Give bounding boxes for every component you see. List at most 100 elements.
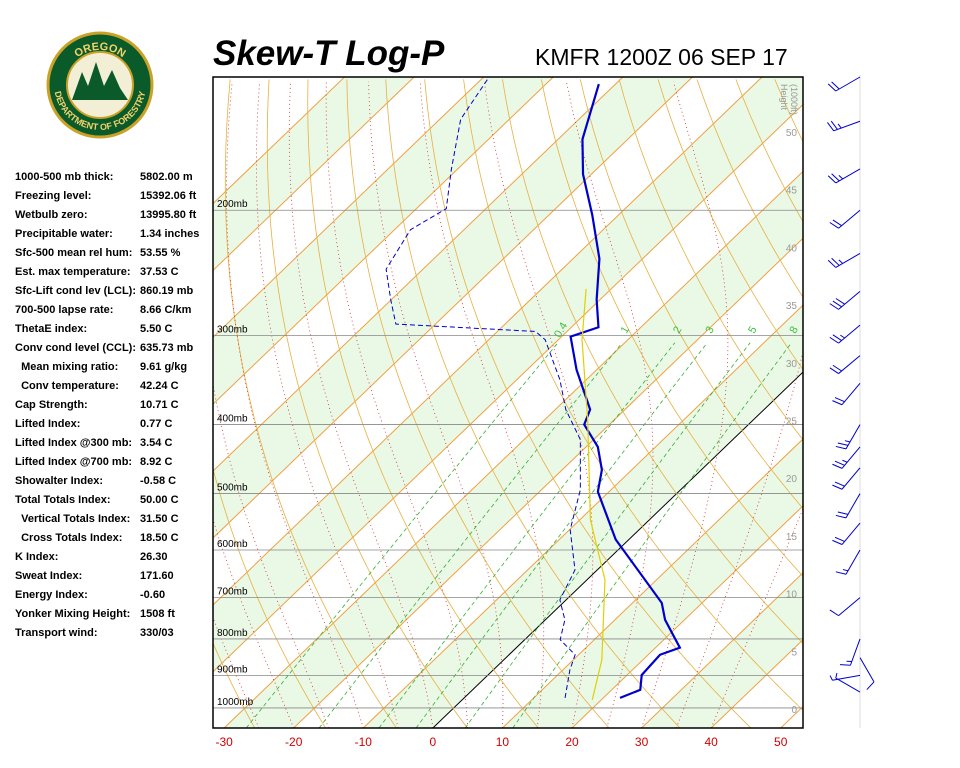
stat-label: Conv cond level (CCL): xyxy=(15,342,136,354)
x-tick-label: 10 xyxy=(496,735,510,749)
isotherm xyxy=(213,77,345,205)
dry-adiabat xyxy=(224,79,397,728)
mixing-ratio-line xyxy=(378,342,676,728)
dry-adiabat xyxy=(385,79,681,728)
height-tick-label: 20 xyxy=(786,474,798,485)
y-tick-label: 700mb xyxy=(217,587,248,598)
stat-label: 700-500 lapse rate: xyxy=(15,304,113,316)
stat-label: 1000-500 mb thick: xyxy=(15,171,113,183)
wind-barb xyxy=(859,657,875,690)
stat-label: Sfc-Lift cond lev (LCL): xyxy=(15,285,136,297)
dry-adiabat xyxy=(307,79,539,728)
wind-barb xyxy=(827,76,861,92)
chart-subtitle: KMFR 1200Z 06 SEP 17 xyxy=(535,44,788,70)
stat-label: Mean mixing ratio: xyxy=(15,361,118,373)
dry-adiabat xyxy=(657,79,803,371)
height-tick-label: 0 xyxy=(791,705,797,716)
profile-line xyxy=(581,288,606,700)
annotations: 1000mb 900mb 800mb 700mb 600mb 500mb 400mb 300m… xyxy=(15,76,875,749)
wind-barb xyxy=(829,290,861,310)
wind-barb xyxy=(827,253,861,268)
stat-label: Lifted Index @700 mb: xyxy=(15,456,132,468)
stat-value: 5.50 C xyxy=(140,323,172,335)
stat-value: 1.34 inches xyxy=(140,228,199,240)
dry-adiabat xyxy=(814,79,960,728)
moist-adiabat xyxy=(288,81,434,728)
logo-trees xyxy=(72,62,128,100)
stat-value: 15392.06 ft xyxy=(140,190,197,202)
dry-adiabat xyxy=(213,642,256,728)
stat-value: 18.50 C xyxy=(140,532,179,544)
stat-value: 53.55 % xyxy=(140,247,181,259)
x-tick-label: 50 xyxy=(774,735,788,749)
height-tick-label: 25 xyxy=(786,417,798,428)
stat-label: Cross Totals Index: xyxy=(15,532,122,544)
stat-value: 13995.80 ft xyxy=(140,209,197,221)
dry-adiabat xyxy=(463,79,803,711)
isotherm xyxy=(432,371,803,728)
height-tick-label: 5 xyxy=(791,647,797,658)
y-tick-label: 1000mb xyxy=(217,697,254,708)
wind-barb xyxy=(832,446,861,469)
wind-barb xyxy=(829,597,861,617)
stat-label: Freezing level: xyxy=(15,190,91,202)
mixing-ratio-label: 8 xyxy=(787,324,800,335)
mixing-ratio-label: 5 xyxy=(746,324,759,335)
height-tick-label: 35 xyxy=(786,301,798,312)
wind-barb xyxy=(829,209,861,229)
stat-label: Energy Index: xyxy=(15,589,88,601)
height-tick-label: 30 xyxy=(786,359,798,370)
moist-adiabat xyxy=(419,81,545,728)
stat-label: K Index: xyxy=(15,551,58,563)
dry-adiabat xyxy=(540,79,803,577)
x-tick-label: 40 xyxy=(704,735,718,749)
stat-label: Est. max temperature: xyxy=(15,266,131,278)
plot-data xyxy=(385,79,682,700)
isotherm-band xyxy=(213,77,803,672)
wind-barb xyxy=(835,493,861,519)
y-tick-label: 900mb xyxy=(217,664,248,675)
stat-value: 0.77 C xyxy=(140,418,172,430)
isotherm xyxy=(213,77,693,539)
stat-value: -0.58 C xyxy=(140,475,176,487)
isotherm xyxy=(293,237,803,728)
isotherm xyxy=(213,77,485,339)
stat-label: Wetbulb zero: xyxy=(15,209,88,221)
stat-value: 26.30 xyxy=(140,551,168,563)
y-tick-label: 800mb xyxy=(217,628,248,639)
moist-adiabat xyxy=(213,381,329,728)
stat-value: 10.71 C xyxy=(140,399,179,411)
y-tick-label: 400mb xyxy=(217,414,248,425)
y-tick-label: 200mb xyxy=(217,199,248,210)
stat-label: Lifted Index: xyxy=(15,418,80,430)
wind-barb xyxy=(835,672,861,693)
stat-value: 37.53 C xyxy=(140,266,179,278)
wind-barb xyxy=(839,638,861,666)
moist-adiabat xyxy=(483,81,594,728)
profile-line xyxy=(569,83,682,699)
y-tick-label: 500mb xyxy=(217,483,248,494)
stat-value: 635.73 mb xyxy=(140,342,193,354)
wind-barb xyxy=(827,168,861,184)
isotherm xyxy=(213,77,554,405)
dry-adiabat xyxy=(853,79,960,728)
height-tick-label: 45 xyxy=(786,186,798,197)
height-tick-label: 40 xyxy=(786,243,798,254)
height-title: Height xyxy=(779,84,789,111)
logo-top: OREGON xyxy=(72,41,127,60)
isotherm xyxy=(502,438,803,728)
stat-label: Transport wind: xyxy=(15,627,98,639)
height-tick-label: 50 xyxy=(786,128,798,139)
stat-label: Lifted Index @300 mb: xyxy=(15,437,132,449)
stat-value: 1508 ft xyxy=(140,608,175,620)
wind-barb xyxy=(832,382,861,406)
stat-value: 860.19 mb xyxy=(140,285,193,297)
dry-adiabat xyxy=(424,79,752,728)
x-tick-label: 0 xyxy=(430,735,437,749)
x-tick-label: -10 xyxy=(355,735,373,749)
isotherm xyxy=(213,77,624,472)
dry-adiabat xyxy=(930,79,960,728)
chart-title: Skew-T Log-P xyxy=(213,34,445,73)
